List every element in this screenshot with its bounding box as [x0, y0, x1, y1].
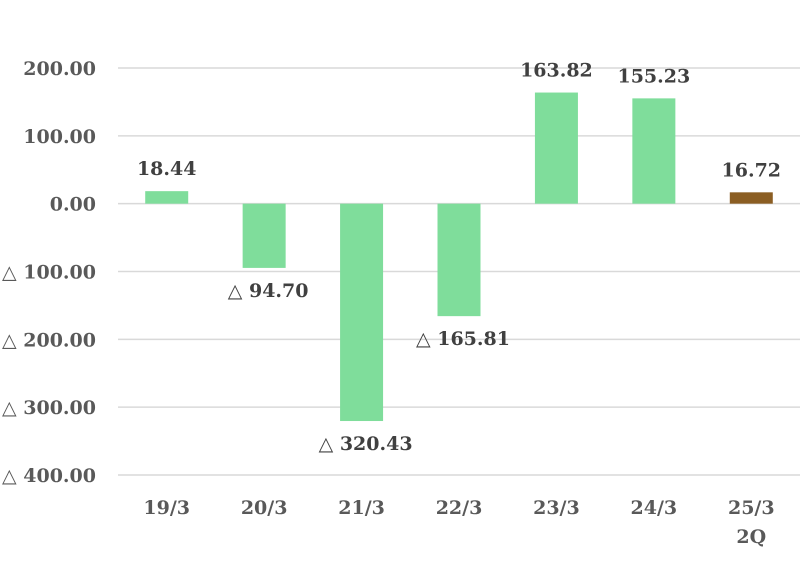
x-tick-label: 20/3	[241, 497, 288, 519]
data-label: 16.72	[722, 159, 782, 181]
y-axis-ticks: 200.00 100.00 0.00 △ 100.00 △ 200.00 △ 300.00…	[2, 58, 96, 487]
y-tick-label: △ 200.00	[2, 329, 96, 351]
y-tick-label: 100.00	[23, 126, 96, 148]
bar	[340, 203, 384, 422]
bar	[534, 92, 578, 204]
data-labels: 18.44 △ 94.70 △ 320.43 △ 165.81 163.82 155.23…	[137, 60, 781, 455]
bar	[145, 191, 189, 204]
x-axis-ticks: 19/3 20/3 21/3 22/3 23/3 24/3 25/3 2Q	[143, 497, 774, 548]
x-tick-label: 22/3	[436, 497, 483, 519]
x-tick-label: 21/3	[338, 497, 385, 519]
data-label: 155.23	[617, 65, 690, 87]
x-tick-label: 25/3 2Q	[728, 497, 775, 548]
bar	[242, 203, 286, 268]
bar	[632, 98, 676, 204]
data-label: △ 165.81	[416, 328, 510, 350]
data-label: △ 320.43	[319, 433, 413, 455]
data-label: 163.82	[520, 60, 593, 82]
bar	[437, 203, 481, 317]
bar	[729, 192, 773, 204]
y-tick-label: 0.00	[50, 194, 96, 216]
y-tick-label: 200.00	[23, 58, 96, 80]
bars	[145, 92, 773, 422]
x-tick-label: 19/3	[143, 497, 190, 519]
data-label: 18.44	[137, 158, 197, 180]
data-label: △ 94.70	[228, 280, 309, 302]
y-tick-label: △ 300.00	[2, 397, 96, 419]
x-tick-label: 24/3	[631, 497, 678, 519]
y-tick-label: △ 100.00	[2, 262, 96, 284]
y-tick-label: △ 400.00	[2, 465, 96, 487]
x-tick-label: 23/3	[533, 497, 580, 519]
